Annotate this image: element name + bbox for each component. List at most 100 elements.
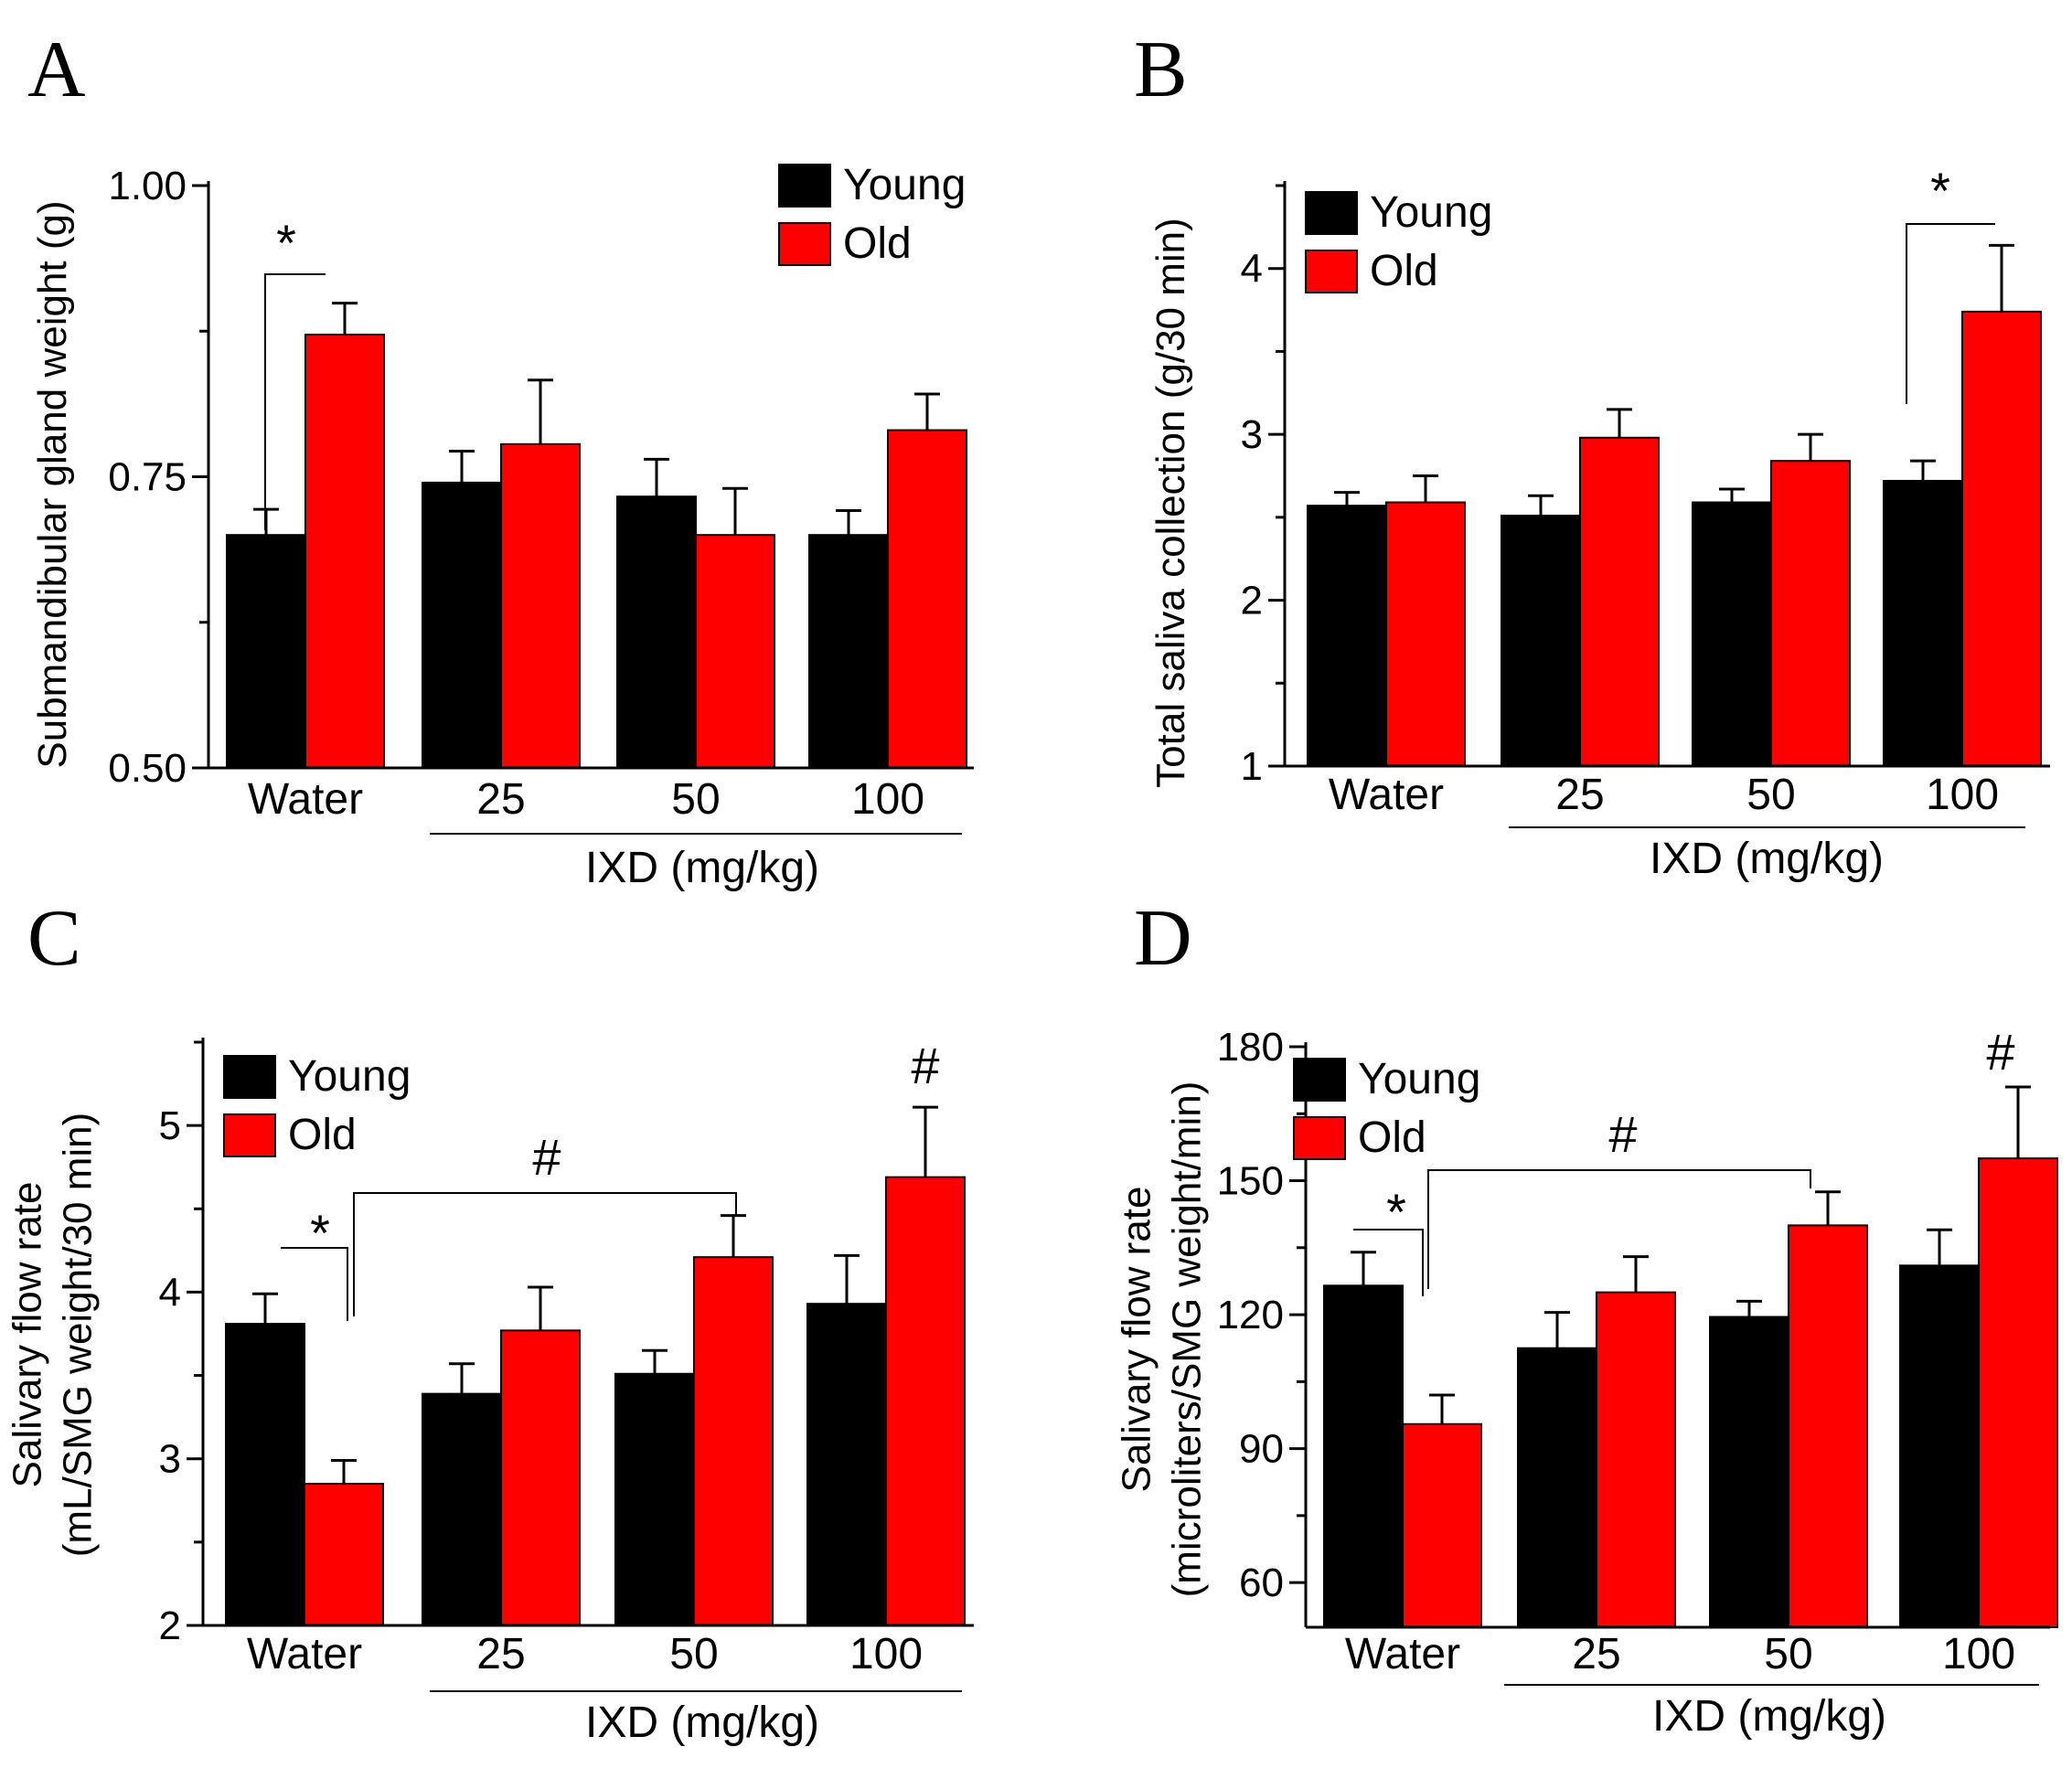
significance-bracket [1353,1229,1424,1296]
error-bar [834,1253,860,1354]
y-axis-label: Salivary flow rate [1115,1186,1159,1492]
y-tick-label: 2 [159,1603,181,1648]
significance-marker: # [1986,1023,2014,1081]
error-bar [722,486,748,536]
error-bar [331,1459,357,1485]
error-bar [1815,1190,1841,1226]
bar [887,429,967,769]
error-bar [332,302,358,336]
bar [1899,1264,1980,1629]
significance-marker: * [1386,1183,1406,1241]
y-tick-label: 90 [1239,1427,1284,1472]
y-tick-label: 0.75 [108,455,187,500]
legend-label: Young [1370,188,1492,237]
bar [500,1329,581,1626]
legend-label: Old [1370,247,1438,295]
panel-b: B 1 2 3 4 Water 25 50 100 IXD (mg/kg) Total saliva… [1134,26,2050,883]
y-tick-label: 150 [1217,1159,1284,1204]
panel-a: A 0.50 0.75 1.00 Water 25 50 100 IXD (mg/kg) Subm… [27,26,974,892]
x-group-label: IXD (mg/kg) [1650,835,1884,883]
y-tick-label: 1.00 [108,164,187,208]
x-group-label: IXD (mg/kg) [585,1699,819,1747]
significance-marker: # [911,1037,939,1094]
significance-marker: * [276,214,296,272]
bar [885,1176,966,1627]
y-axis-label: (microliters/SMG weight/min) [1165,1081,1210,1598]
bar [1883,479,1963,767]
bar [614,1372,695,1626]
bar [304,334,385,769]
legend-label: Young [288,1052,411,1101]
bar [693,1256,774,1626]
bar [616,495,697,770]
y-tick-label: 2 [1241,579,1263,623]
error-bar [1927,1228,1952,1303]
significance-bracket [264,273,326,530]
error-bar [1910,459,1936,503]
error-bar [1736,1299,1762,1335]
y-axis-label: Submandibular gland weight (g) [30,200,75,768]
error-bar [642,1348,668,1399]
significance-marker: # [532,1128,561,1186]
error-bar [1719,487,1745,517]
x-tick-label: 50 [1764,1630,1812,1678]
error-bar [1989,243,2014,312]
significance-bracket [353,1192,737,1316]
bar [422,1392,502,1626]
panel-letter: A [27,26,86,114]
x-group-label: IXD (mg/kg) [1652,1692,1886,1741]
bar [1961,310,2042,767]
error-bar [528,1285,553,1331]
bar [1579,436,1660,767]
x-tick-label: 50 [671,775,720,824]
bar [1978,1157,2058,1628]
panel-c: C 2 3 4 5 Water 25 50 100 IXD (mg/kg) Salivary flo… [5,894,974,1747]
legend-swatch [778,164,831,208]
bar [695,534,775,770]
y-axis-label: (mL/SMG weight/30 min) [56,1113,101,1558]
x-tick-label: Water [248,775,363,824]
bar [808,534,889,770]
significance-marker: # [1608,1105,1637,1163]
error-bar [1413,474,1438,503]
bar [1402,1422,1482,1628]
bar [1307,505,1387,768]
significance-marker: * [310,1204,330,1262]
legend-label: Young [843,161,966,209]
x-tick-label: 50 [669,1630,718,1678]
x-tick-label: 100 [849,1630,923,1678]
error-bar [1623,1255,1649,1293]
y-axis-label: Total saliva collection (g/30 min) [1148,218,1193,788]
legend-label: Old [843,219,912,268]
legend-swatch [223,1113,276,1157]
legend-swatch [1305,250,1358,293]
x-tick-label: 100 [1942,1630,2015,1678]
bar [500,442,581,769]
legend-swatch [1293,1116,1346,1160]
bar [1788,1224,1868,1629]
panel-letter: C [27,894,81,983]
significance-marker: * [1930,162,1950,219]
y-tick-label: 60 [1239,1561,1284,1605]
error-bar [644,457,669,536]
error-bar [836,508,861,561]
error-bar [1351,1251,1376,1321]
bar [1501,515,1581,767]
error-bar [913,1105,938,1177]
y-tick-label: 0.50 [108,746,187,791]
x-tick-label: 25 [476,775,525,824]
bar [1770,460,1851,767]
error-bar [252,1292,278,1356]
x-tick-label: 100 [851,775,924,824]
error-bar [2005,1085,2031,1159]
panel-letter: B [1134,26,1188,114]
bar [806,1303,887,1627]
bar [422,481,502,769]
y-axis-label: Salivary flow rate [5,1181,50,1487]
error-bar [1528,494,1554,538]
y-tick-label: 1 [1241,744,1263,789]
significance-bracket [1906,223,1995,404]
bar [1596,1291,1676,1628]
bar [1709,1316,1789,1629]
